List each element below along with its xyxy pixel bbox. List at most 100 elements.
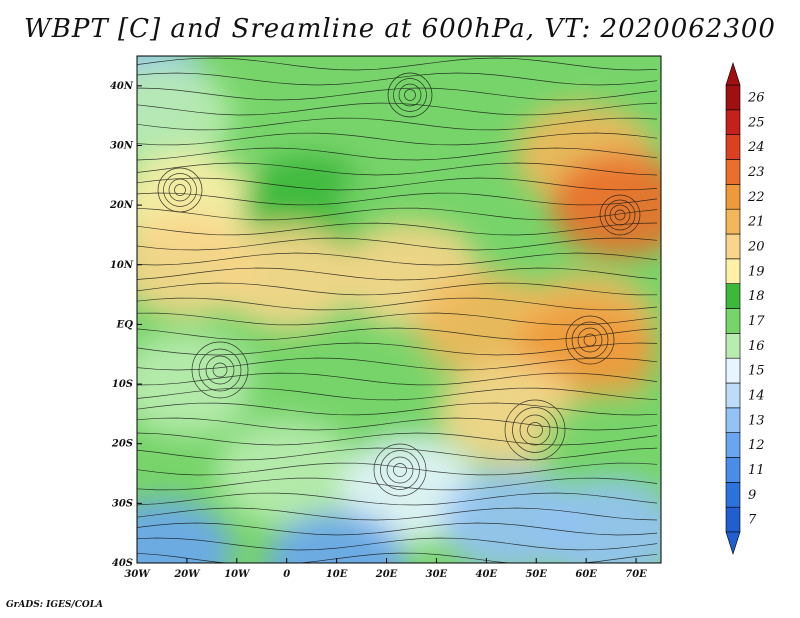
- wbpt-cell: [137, 63, 232, 168]
- x-tick-label: 10E: [326, 569, 348, 580]
- y-tick-label: 40N: [110, 81, 134, 92]
- streamline: [137, 72, 658, 86]
- streamline: [137, 192, 658, 206]
- streamline-vortex: [393, 463, 407, 477]
- y-tick-label: 20N: [109, 200, 134, 211]
- colorbar-segment: [725, 233, 741, 260]
- streamline: [137, 252, 658, 266]
- streamline-vortex: [191, 341, 249, 399]
- colorbar-label: 19: [748, 264, 765, 279]
- streamline-vortex: [504, 399, 566, 461]
- colorbar-segment: [725, 134, 741, 160]
- x-tick-label: 70E: [625, 569, 647, 580]
- colorbar-segment: [725, 283, 741, 309]
- colorbar-label: 21: [747, 215, 765, 230]
- x-tick-label: 50E: [525, 569, 547, 580]
- streamline: [137, 102, 658, 116]
- colorbar-segment: [725, 109, 741, 135]
- streamline-vortex: [198, 348, 242, 392]
- streamline: [137, 492, 658, 506]
- streamline-vortex: [577, 327, 603, 353]
- streamline-vortex: [393, 78, 427, 112]
- streamline: [137, 417, 658, 431]
- colorbar-segment: [725, 333, 741, 359]
- wbpt-cell: [341, 153, 482, 258]
- x-tick-label: 20W: [173, 569, 201, 580]
- wbpt-cell: [216, 224, 357, 329]
- credit-text: GrADS: IGES/COLA: [6, 600, 104, 610]
- streamline: [137, 522, 658, 536]
- colorbar-label: 14: [748, 388, 765, 403]
- colorbar-label: 17: [748, 314, 765, 329]
- streamline-vortex: [168, 178, 192, 202]
- colorbar-label: 12: [748, 438, 765, 453]
- wbpt-cell: [541, 391, 661, 496]
- streamline: [137, 327, 658, 341]
- colorbar-segment: [725, 506, 741, 533]
- y-tick-label: 20S: [111, 439, 133, 450]
- streamline-vortex: [373, 443, 427, 497]
- colorbar-label: 24: [747, 140, 765, 155]
- streamline: [137, 447, 658, 461]
- x-tick-label: 30W: [124, 569, 151, 580]
- streamline: [137, 537, 658, 551]
- streamline-vortex: [380, 450, 420, 490]
- colorbar-label: 15: [748, 364, 765, 379]
- streamlines: [137, 57, 658, 563]
- colorbar-segment: [725, 407, 741, 433]
- colorbar-segment: [725, 457, 741, 483]
- colorbar-max-arrow: [725, 62, 741, 86]
- streamline-vortex: [157, 167, 203, 213]
- x-tick-label: 60E: [575, 569, 597, 580]
- streamline: [137, 372, 658, 386]
- streamline: [137, 237, 658, 251]
- plot-area: [137, 56, 661, 563]
- streamline-vortex: [163, 173, 197, 207]
- colorbar-segment: [725, 432, 741, 458]
- streamline: [137, 477, 658, 491]
- streamline-vortex: [386, 456, 414, 484]
- colorbar-label: 18: [748, 289, 765, 304]
- streamline: [137, 162, 658, 176]
- y-tick-label: EQ: [116, 319, 134, 330]
- streamline-vortex: [512, 407, 558, 453]
- colorbar-label: 7: [748, 513, 757, 528]
- wbpt-cell: [316, 361, 457, 466]
- colorbar-segment: [725, 482, 741, 508]
- x-tick-label: 0: [283, 569, 290, 580]
- colorbar-label: 23: [747, 165, 765, 180]
- streamline: [137, 552, 658, 563]
- wbpt-cell: [551, 153, 661, 258]
- plot-frame: [136, 55, 662, 564]
- colorbar-segment: [725, 308, 741, 334]
- streamline-vortex: [527, 422, 543, 438]
- streamline-vortex: [614, 209, 626, 221]
- streamline: [137, 147, 658, 161]
- colorbar-label: 26: [747, 90, 765, 105]
- colorbar-segment: [725, 159, 741, 185]
- streamline: [137, 132, 658, 146]
- streamline-vortex: [609, 204, 631, 226]
- streamline-vortex: [571, 321, 609, 359]
- colorbar-segment: [725, 357, 741, 384]
- colorbar-segment: [725, 184, 741, 210]
- streamline: [137, 432, 658, 446]
- colorbar-label: 13: [748, 413, 765, 428]
- streamline: [137, 387, 658, 401]
- streamline: [137, 357, 658, 371]
- x-tick-label: 20E: [375, 569, 398, 580]
- streamline-vortex: [565, 315, 615, 365]
- y-axis: 40N 30N 20N 10N EQ 10S 20S 30S 40S: [109, 81, 142, 569]
- y-tick-label: 30S: [112, 498, 133, 509]
- y-tick-label: 10S: [112, 379, 133, 390]
- streamline-vortex: [519, 414, 551, 446]
- x-tick-label: 10W: [224, 569, 251, 580]
- streamline: [137, 177, 658, 191]
- streamline: [137, 462, 658, 476]
- streamline: [137, 57, 658, 71]
- colorbar-min-arrow: [725, 531, 741, 555]
- colorbar-label: 22: [747, 190, 765, 205]
- streamline: [137, 222, 658, 236]
- x-axis: 30W 20W 10W 0 10E 20E 30E 40E 50E 60E 70E: [124, 558, 647, 580]
